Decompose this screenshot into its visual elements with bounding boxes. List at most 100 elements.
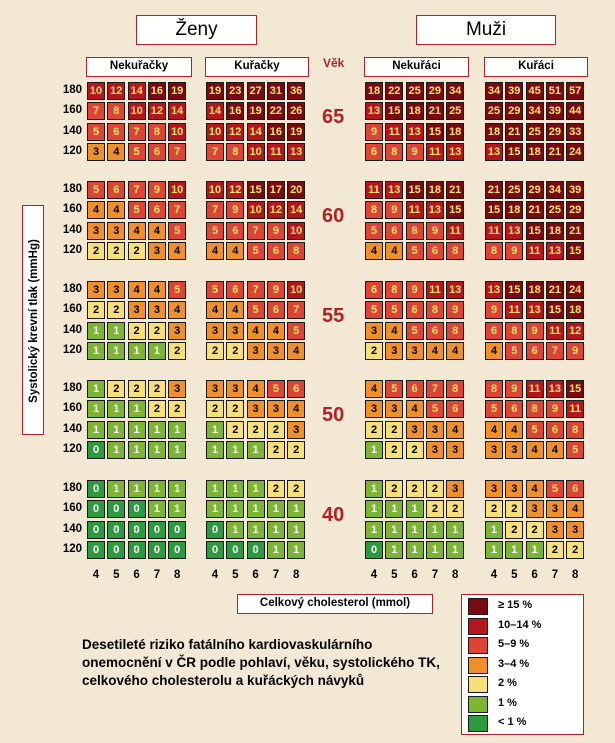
risk-cell: 1 [127, 341, 146, 360]
risk-cell: 15 [485, 201, 503, 220]
risk-cell: 8 [425, 301, 444, 320]
risk-cell: 13 [287, 142, 306, 161]
risk-cell: 15 [505, 142, 524, 161]
bp-label: 180 [62, 283, 82, 295]
legend-label: 5–9 % [498, 638, 530, 650]
risk-cell: 3 [405, 341, 424, 360]
risk-cell: 2 [485, 500, 503, 519]
risk-cell: 4 [246, 380, 265, 398]
risk-cell: 18 [446, 122, 465, 141]
risk-cell: 1 [226, 500, 245, 519]
legend-label: 3–4 % [498, 657, 530, 670]
risk-cell: 29 [545, 122, 564, 141]
risk-cell: 5 [566, 440, 585, 459]
risk-cell: 0 [87, 500, 105, 519]
bp-label: 180 [62, 382, 82, 394]
legend-item: 2 % [468, 676, 578, 693]
bp-label: 180 [62, 183, 82, 195]
risk-cell: 0 [107, 500, 126, 519]
risk-cell: 1 [168, 480, 187, 498]
risk-cell: 21 [525, 201, 544, 220]
risk-cell: 5 [405, 321, 424, 340]
risk-cell: 5 [266, 380, 285, 398]
cholesterol-tick-label: 6 [531, 569, 538, 581]
risk-cell: 2 [107, 241, 126, 260]
legend-item: 1 % [468, 695, 578, 713]
risk-cell: 25 [525, 122, 544, 141]
risk-cell: 10 [287, 281, 306, 299]
risk-cell: 3 [107, 221, 126, 240]
risk-cell: 34 [545, 181, 564, 199]
risk-cell: 6 [226, 221, 245, 240]
y-axis-label: Systolický krevní tlak (mmHg) [28, 239, 40, 403]
risk-cell: 3 [87, 142, 105, 161]
risk-cell: 6 [566, 480, 585, 498]
risk-cell: 1 [127, 440, 146, 459]
risk-cell: 2 [566, 540, 585, 559]
risk-cell: 3 [425, 420, 444, 439]
risk-cell: 3 [147, 241, 166, 260]
risk-cell: 1 [147, 341, 166, 360]
risk-cell: 10 [206, 181, 224, 199]
risk-cell: 2 [127, 380, 146, 398]
risk-cell: 18 [365, 82, 383, 100]
risk-cell: 15 [446, 201, 465, 220]
risk-cell: 4 [246, 321, 265, 340]
risk-cell: 0 [147, 540, 166, 559]
risk-cell: 11 [266, 142, 285, 161]
risk-cell: 2 [266, 440, 285, 459]
risk-cell: 2 [107, 301, 126, 320]
risk-cell: 15 [525, 221, 544, 240]
risk-cell: 9 [525, 321, 544, 340]
risk-cell: 4 [168, 301, 187, 320]
risk-cell: 4 [147, 281, 166, 299]
risk-cell: 1 [446, 520, 465, 539]
women-header: Ženy [136, 15, 257, 45]
risk-cell: 3 [127, 301, 146, 320]
risk-cell: 24 [566, 142, 585, 161]
risk-cell: 14 [287, 201, 306, 220]
risk-cell: 3 [287, 420, 306, 439]
risk-cell: 15 [385, 102, 404, 121]
risk-cell: 15 [566, 241, 585, 260]
risk-cell: 3 [446, 440, 465, 459]
x-axis-label: Celkový cholesterol (mmol) [237, 594, 433, 614]
legend-swatch [468, 676, 488, 693]
risk-cell: 19 [168, 82, 187, 100]
bp-label: 120 [62, 542, 82, 555]
legend-swatch [468, 637, 488, 654]
risk-cell: 0 [168, 540, 187, 559]
risk-cell: 0 [206, 520, 224, 539]
risk-cell: 3 [168, 380, 187, 398]
risk-cell: 1 [365, 520, 383, 539]
risk-cell: 1 [147, 420, 166, 439]
risk-cell: 7 [545, 341, 564, 360]
risk-cell: 2 [385, 440, 404, 459]
legend-swatch [468, 598, 488, 615]
risk-cell: 6 [385, 221, 404, 240]
bp-label: 140 [62, 522, 82, 535]
risk-cell: 39 [505, 82, 524, 100]
risk-cell: 2 [385, 480, 404, 498]
risk-cell: 15 [545, 301, 564, 320]
risk-cell: 7 [206, 201, 224, 220]
risk-cell: 12 [107, 82, 126, 100]
bp-label: 120 [62, 442, 82, 455]
risk-cell: 1 [107, 480, 126, 498]
risk-cell: 18 [525, 142, 544, 161]
risk-cell: 23 [226, 82, 245, 100]
risk-cell: 1 [246, 480, 265, 498]
risk-cell: 5 [246, 241, 265, 260]
risk-cell: 16 [226, 102, 245, 121]
risk-cell: 1 [168, 420, 187, 439]
risk-cell: 45 [525, 82, 544, 100]
risk-cell: 4 [525, 480, 544, 498]
risk-cell: 14 [168, 102, 187, 121]
risk-cell: 0 [87, 440, 105, 459]
risk-cell: 4 [287, 400, 306, 419]
risk-cell: 5 [545, 480, 564, 498]
risk-cell: 8 [525, 400, 544, 419]
cholesterol-tick-label: 8 [292, 569, 300, 581]
risk-cell: 10 [168, 122, 187, 141]
risk-cell: 10 [246, 201, 265, 220]
